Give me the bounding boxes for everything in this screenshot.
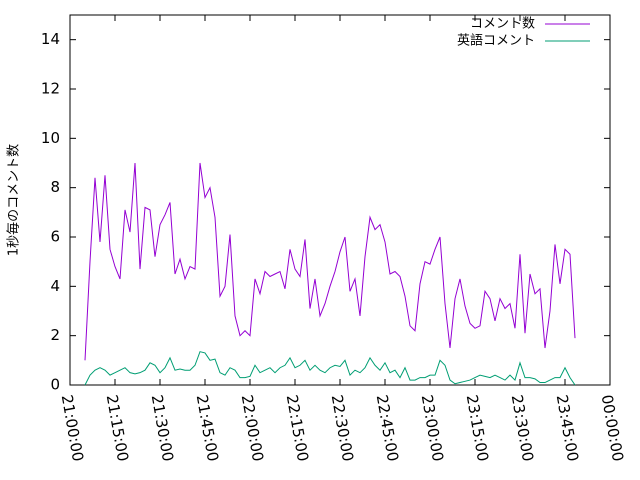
y-tick-label: 14 <box>41 30 60 48</box>
x-tick-label: 21:00:00 <box>58 393 87 462</box>
x-tick-label: 21:45:00 <box>193 393 222 462</box>
x-tick-label: 21:30:00 <box>148 393 177 462</box>
x-tick-label: 00:00:00 <box>598 393 627 462</box>
legend-label: コメント数 <box>470 17 535 32</box>
x-tick-label: 23:45:00 <box>553 393 582 462</box>
legend-label: 英語コメント <box>457 33 535 49</box>
y-axis-label: 1秒毎のコメント数 <box>6 144 22 256</box>
y-tick-label: 6 <box>50 228 60 246</box>
x-tick-label: 23:00:00 <box>418 393 447 462</box>
y-tick-label: 12 <box>41 80 60 98</box>
plot-border <box>69 14 611 386</box>
y-tick-label: 10 <box>41 129 60 147</box>
series-line <box>84 162 576 361</box>
x-tick-label: 23:15:00 <box>463 393 492 462</box>
series-line <box>84 351 576 386</box>
x-tick-label: 23:30:00 <box>508 393 537 462</box>
y-tick-label: 0 <box>50 376 60 394</box>
x-tick-label: 22:00:00 <box>238 393 267 462</box>
x-tick-label: 22:30:00 <box>328 393 357 462</box>
y-tick-label: 4 <box>50 277 60 295</box>
x-tick-label: 21:15:00 <box>103 393 132 462</box>
x-tick-label: 22:15:00 <box>283 393 312 462</box>
y-tick-label: 2 <box>50 326 60 344</box>
y-tick-label: 8 <box>50 178 60 196</box>
x-tick-label: 22:45:00 <box>373 393 402 462</box>
